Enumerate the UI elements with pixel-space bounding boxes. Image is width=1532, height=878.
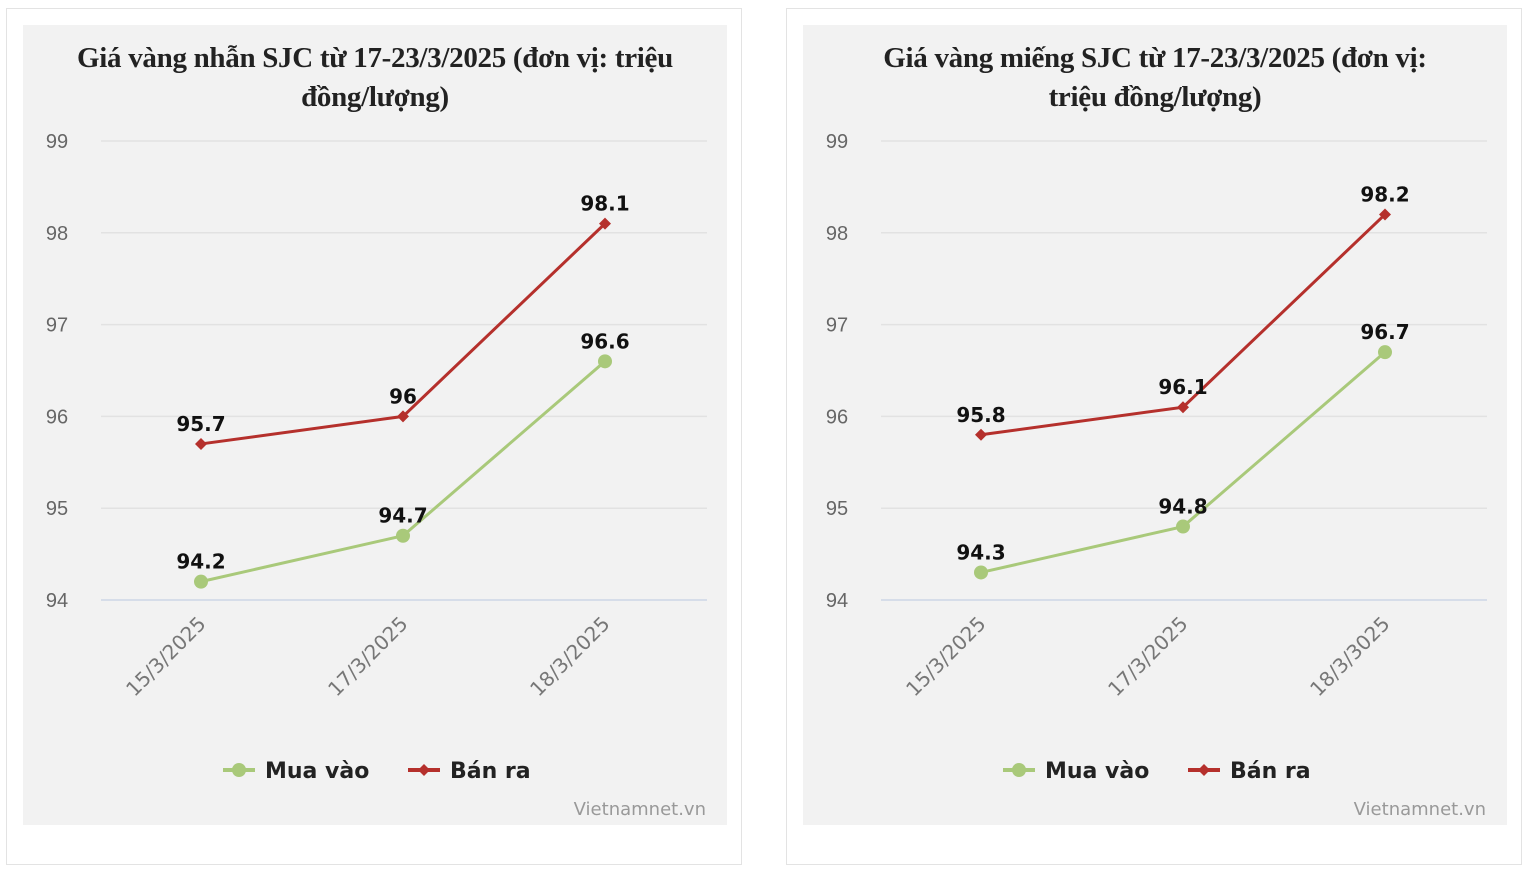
x-tick-label: 17/3/2025 <box>1103 612 1192 701</box>
watermark: Vietnamnet.vn <box>1354 799 1486 820</box>
y-tick-label: 95 <box>46 498 68 520</box>
data-point <box>1176 519 1190 534</box>
data-point <box>599 217 611 230</box>
data-label: 94.8 <box>1158 495 1207 519</box>
chart-panel-bar-gold: Giá vàng miếng SJC từ 17-23/3/2025 (đơn … <box>803 25 1507 825</box>
data-label: 96 <box>389 384 417 408</box>
legend-marker-circle <box>1012 763 1026 777</box>
y-tick-label: 98 <box>46 223 68 245</box>
chart-title: Giá vàng nhẫn SJC từ 17-23/3/2025 (đơn v… <box>77 42 673 113</box>
data-point <box>194 574 208 589</box>
x-tick-label: 18/3/3025 <box>1305 612 1394 701</box>
data-point <box>974 565 988 580</box>
data-point <box>598 354 612 369</box>
legend-marker-diamond <box>418 764 430 776</box>
data-point <box>1378 345 1392 360</box>
x-tick-label: 15/3/2025 <box>121 612 210 701</box>
y-tick-label: 96 <box>826 406 848 428</box>
data-point <box>975 428 987 441</box>
chart-panel-ring-gold: Giá vàng nhẫn SJC từ 17-23/3/2025 (đơn v… <box>23 25 727 825</box>
data-label: 96.7 <box>1360 320 1409 344</box>
legend-label: Bán ra <box>1230 759 1311 784</box>
y-tick-label: 97 <box>826 315 848 337</box>
x-tick-label: 15/3/2025 <box>901 612 990 701</box>
x-tick-label: 18/3/2025 <box>525 612 614 701</box>
data-label: 94.2 <box>176 550 225 574</box>
data-point <box>195 437 207 450</box>
data-label: 95.8 <box>956 403 1005 427</box>
legend-marker-circle <box>232 763 246 777</box>
data-label: 96.1 <box>1158 375 1207 399</box>
data-point <box>396 528 410 543</box>
data-label: 94.7 <box>378 504 427 528</box>
data-label: 98.2 <box>1360 182 1409 206</box>
y-tick-label: 99 <box>826 131 848 153</box>
y-tick-label: 94 <box>46 590 68 612</box>
data-point <box>1177 401 1189 414</box>
y-tick-label: 99 <box>46 131 68 153</box>
chart-title: Giá vàng miếng SJC từ 17-23/3/2025 (đơn … <box>883 42 1427 113</box>
watermark: Vietnamnet.vn <box>574 799 706 820</box>
y-tick-label: 94 <box>826 590 848 612</box>
legend-label: Mua vào <box>265 759 369 784</box>
data-label: 95.7 <box>176 412 225 436</box>
data-label: 94.3 <box>956 540 1005 564</box>
legend-label: Mua vào <box>1045 759 1149 784</box>
legend-label: Bán ra <box>450 759 531 784</box>
data-label: 98.1 <box>580 192 629 216</box>
y-tick-label: 95 <box>826 498 848 520</box>
chart-card-bar-gold <box>786 8 1522 865</box>
y-tick-label: 96 <box>46 406 68 428</box>
chart-card-ring-gold <box>6 8 742 865</box>
line-chart-ring-gold: 94 95 96 97 98 99 15/3/2025 17/3/2025 18/3/2025 9… <box>46 131 707 820</box>
data-point <box>1379 208 1391 221</box>
data-label: 96.6 <box>580 329 629 353</box>
legend-marker-diamond <box>1198 764 1210 776</box>
y-tick-label: 97 <box>46 315 68 337</box>
x-tick-label: 17/3/2025 <box>323 612 412 701</box>
y-tick-label: 98 <box>826 223 848 245</box>
data-point <box>397 410 409 423</box>
line-chart-bar-gold: 94 95 96 97 98 99 15/3/2025 17/3/2025 18/3/3025 9… <box>826 131 1487 820</box>
